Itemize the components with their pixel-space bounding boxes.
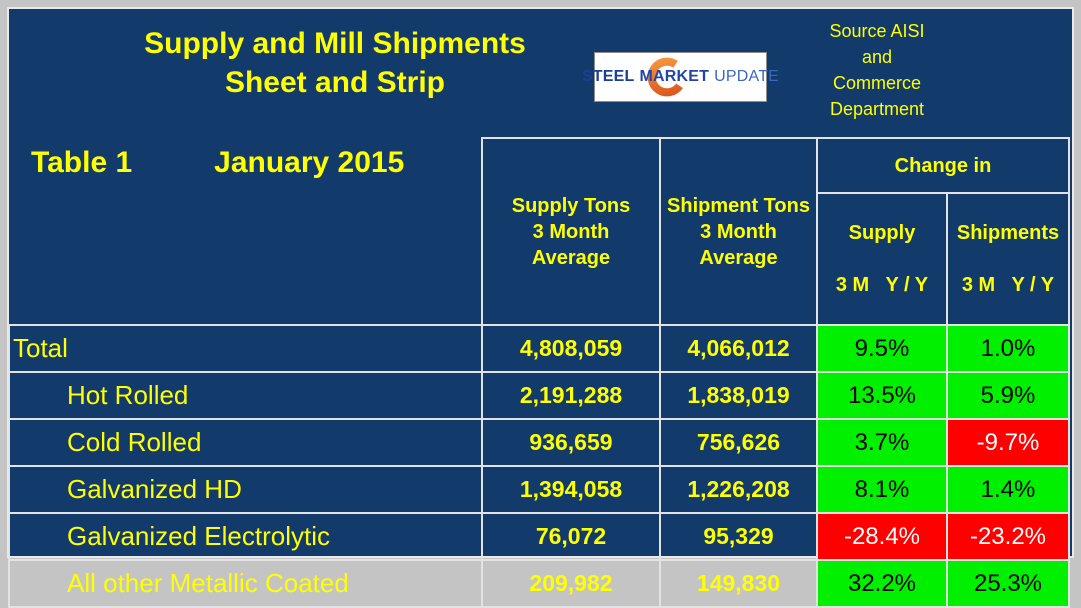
- supply-change-cell: -28.4%: [816, 512, 948, 561]
- shipment-value: 756,626: [659, 418, 818, 467]
- table-caption-cell: Table 1 January 2015: [9, 138, 482, 325]
- table-row-all-other-metallic-coated: All other Metallic Coated 209,982 149,83…: [8, 559, 1070, 608]
- col-header-shipment-tons: Shipment Tons 3 Month Average: [659, 137, 818, 326]
- col-header-supply-tons: Supply Tons 3 Month Average: [481, 137, 661, 326]
- steel-market-update-logo: STEEL MARKET UPDATE: [582, 52, 779, 102]
- shipments-change-cell: 5.9%: [946, 371, 1070, 420]
- table-number-label: Table 1: [31, 146, 133, 179]
- row-label: Hot Rolled: [8, 371, 483, 420]
- table-row-galvanized-electrolytic: Galvanized Electrolytic 76,072 95,329 -2…: [8, 512, 1070, 561]
- row-label: All other Metallic Coated: [8, 559, 483, 608]
- shipment-value: 95,329: [659, 512, 818, 561]
- shipments-change-cell: 25.3%: [946, 559, 1070, 608]
- table-row-total: Total 4,808,059 4,066,012 9.5% 1.0%: [8, 324, 1070, 373]
- col-header-change-in: Change in: [816, 137, 1070, 194]
- shipments-change-cell: 1.4%: [946, 465, 1070, 514]
- period-label: January 2015: [214, 146, 405, 179]
- supply-value: 76,072: [481, 512, 661, 561]
- shipment-value: 1,838,019: [659, 371, 818, 420]
- shipment-value: 4,066,012: [659, 324, 818, 373]
- shipment-value: 1,226,208: [659, 465, 818, 514]
- orange-crescent-icon: [647, 57, 687, 97]
- row-label: Cold Rolled: [8, 418, 483, 467]
- logo-word-market: MARKET: [639, 68, 710, 85]
- data-table: Table 1 January 2015 Supply Tons 3 Month…: [8, 137, 1070, 608]
- supply-value: 1,394,058: [481, 465, 661, 514]
- supply-change-cell: 3.7%: [816, 418, 948, 467]
- row-label: Total: [8, 324, 483, 373]
- supply-change-cell: 8.1%: [816, 465, 948, 514]
- supply-value: 936,659: [481, 418, 661, 467]
- row-label: Galvanized HD: [8, 465, 483, 514]
- supply-change-cell: 9.5%: [816, 324, 948, 373]
- shipment-value: 149,830: [659, 559, 818, 608]
- row-label: Galvanized Electrolytic: [8, 512, 483, 561]
- logo-word-steel: STEEL: [581, 68, 635, 85]
- shipments-change-cell: 1.0%: [946, 324, 1070, 373]
- header-row-2: Supply 3 M Y / Y Shipments 3 M Y / Y: [9, 192, 1070, 326]
- shipments-change-cell: -23.2%: [946, 512, 1070, 561]
- header-row-1: Table 1 January 2015 Supply Tons 3 Month…: [9, 137, 1070, 326]
- supply-change-cell: 32.2%: [816, 559, 948, 608]
- supply-change-cell: 13.5%: [816, 371, 948, 420]
- logo-word-update: UPDATE: [714, 68, 780, 85]
- source-note: Source AISI and Commerce Department: [829, 21, 925, 119]
- col-header-change-shipments: Shipments 3 M Y / Y: [946, 192, 1070, 326]
- shipments-change-cell: -9.7%: [946, 418, 1070, 467]
- page-title: Supply and Mill Shipments Sheet and Stri…: [144, 27, 526, 99]
- table-row-galvanized-hd: Galvanized HD 1,394,058 1,226,208 8.1% 1…: [8, 465, 1070, 514]
- supply-value: 209,982: [481, 559, 661, 608]
- table-row-hot-rolled: Hot Rolled 2,191,288 1,838,019 13.5% 5.9…: [8, 371, 1070, 420]
- table-row-cold-rolled: Cold Rolled 936,659 756,626 3.7% -9.7%: [8, 418, 1070, 467]
- supply-value: 4,808,059: [481, 324, 661, 373]
- supply-value: 2,191,288: [481, 371, 661, 420]
- col-header-change-supply: Supply 3 M Y / Y: [816, 192, 948, 326]
